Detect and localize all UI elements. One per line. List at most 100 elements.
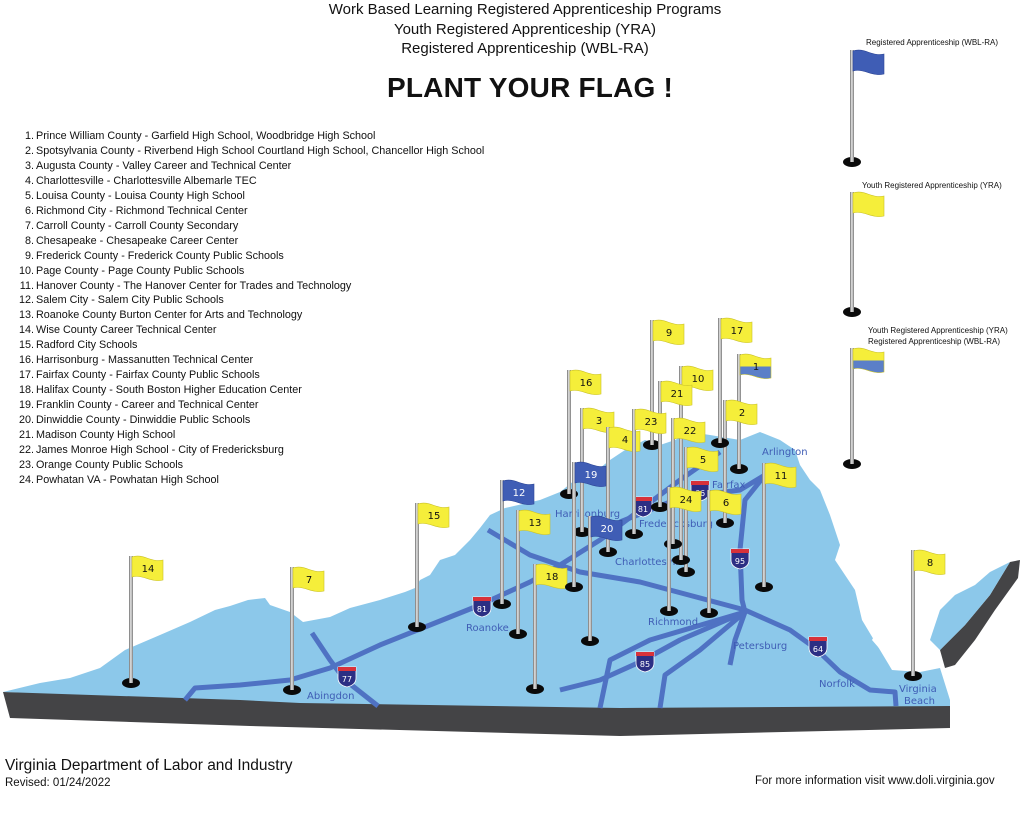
flag-number: 13 <box>529 518 542 529</box>
program-number: 10. <box>18 264 34 277</box>
program-number: 24. <box>18 473 34 486</box>
program-number: 11. <box>19 279 34 292</box>
program-text: Carroll County - Carroll County Secondar… <box>36 219 239 232</box>
program-list-item: 23. Orange County Public Schools <box>18 458 484 473</box>
flag-number: 19 <box>585 470 598 481</box>
program-list-item: 24. Powhatan VA - Powhatan High School <box>18 473 484 488</box>
flag-pole <box>632 409 636 534</box>
road-i77 <box>309 631 380 708</box>
program-number: 6. <box>24 204 34 217</box>
flag-number: 1 <box>753 362 759 373</box>
program-text: Halifax County - South Boston Higher Edu… <box>36 384 302 397</box>
program-number: 13. <box>18 309 34 322</box>
program-text: Wise County Career Technical Center <box>36 324 217 337</box>
city-label-charlottesville: Charlottesville <box>615 557 687 568</box>
program-number: 20. <box>18 414 34 427</box>
program-text: Dinwiddie County - Dinwiddie Public Scho… <box>36 414 251 427</box>
program-text: Roanoke County Burton Center for Arts an… <box>36 309 303 322</box>
program-list-item: 17. Fairfax County - Fairfax County Publi… <box>18 368 484 383</box>
title-line: Registered Apprenticeship (WBL-RA) <box>401 40 649 57</box>
flag-number: 3 <box>596 416 602 427</box>
program-list-item: 14. Wise County Career Technical Center <box>18 323 484 338</box>
program-list-item: 19. Franklin County - Career and Technica… <box>18 398 484 413</box>
flag-number: 15 <box>428 511 441 522</box>
flag-pole <box>671 418 675 544</box>
program-number: 16. <box>18 354 34 367</box>
flag-number: 7 <box>306 575 312 586</box>
flag-pole <box>500 480 504 604</box>
program-text: Louisa County - Louisa County High Schoo… <box>36 189 245 202</box>
flag-number: 8 <box>927 558 933 569</box>
flag-number: 17 <box>731 326 744 337</box>
title-line: Youth Registered Apprenticeship (YRA) <box>393 20 657 38</box>
program-number: 3. <box>24 159 34 172</box>
flag-cloth <box>634 408 667 434</box>
interstate-number: 81 <box>638 505 648 514</box>
city-label-fairfax: Fairfax <box>712 480 746 491</box>
city-label-norfolk: Norfolk <box>819 679 855 690</box>
program-number: 5. <box>24 189 34 202</box>
flag-cloth <box>686 446 719 472</box>
program-number: 1. <box>24 130 34 142</box>
flag-pole <box>415 503 419 627</box>
flag-marker-10: 10 <box>672 365 714 565</box>
flag-marker-23: 23 <box>625 408 667 539</box>
program-list-item: 9. Frederick County - Frederick County Pu… <box>18 249 484 264</box>
flag-marker-12: 12 <box>493 479 535 609</box>
flag-cloth <box>502 479 535 505</box>
flag-marker-2: 2 <box>716 399 758 528</box>
program-list-item: 1. Prince William County - Garfield High … <box>18 129 484 144</box>
footer-revised: Revised: 01/24/2022 <box>5 777 111 789</box>
program-list-item: 11. Hanover County - The Hanover Center f… <box>18 279 484 294</box>
flag-number: 20 <box>601 524 614 535</box>
flag-cloth <box>720 317 753 343</box>
interstate-shield-icon: 77 <box>337 666 357 688</box>
program-text: James Monroe High School - City of Frede… <box>36 444 284 457</box>
flag-number: 22 <box>684 426 697 437</box>
program-text: Orange County Public Schools <box>36 458 184 471</box>
city-label-virginia-beach-1: Virginia <box>899 684 937 695</box>
flag-marker-24: 24 <box>660 486 702 616</box>
program-number: 2. <box>24 144 34 157</box>
program-list-item: 22. James Monroe High School - City of Fr… <box>18 443 484 458</box>
legend-flag-wbl-ra <box>843 49 885 167</box>
headline: PLANT YOUR FLAG ! <box>387 72 673 103</box>
flag-pole <box>290 567 294 690</box>
program-list-item: 8. Chesapeake - Chesapeake Career Center <box>18 234 484 249</box>
flag-number: 21 <box>671 389 684 400</box>
flag-pole <box>658 381 662 507</box>
program-number: 17. <box>18 369 34 382</box>
program-list-item: 3. Augusta County - Valley Career and Tec… <box>18 159 484 174</box>
flag-cloth <box>673 417 706 443</box>
flag-marker-6: 6 <box>700 489 742 618</box>
flag-number: 10 <box>692 374 705 385</box>
flag-cloth <box>852 49 885 75</box>
program-text: Harrisonburg - Massanutten Technical Cen… <box>36 354 254 367</box>
flag-number: 4 <box>622 435 628 446</box>
program-list-item: 6. Richmond City - Richmond Technical Cen… <box>18 204 484 219</box>
program-list-item: 13. Roanoke County Burton Center for Arts… <box>18 308 484 323</box>
program-list: 1. Prince William County - Garfield High … <box>18 129 484 488</box>
chesapeake-bay <box>866 560 918 668</box>
flag-cloth <box>417 502 450 528</box>
flag-pole <box>567 370 571 494</box>
flag-number: 24 <box>680 495 693 506</box>
flag-cloth <box>574 461 607 487</box>
program-list-item: 10. Page County - Page County Public Scho… <box>18 264 484 279</box>
flag-number: 11 <box>775 471 788 482</box>
road-i64 <box>486 527 899 707</box>
flag-cloth <box>709 489 742 515</box>
flag-cloth <box>669 486 702 512</box>
legend-label-wbl-ra: Registered Apprenticeship (WBL-RA) <box>866 38 999 47</box>
interstate-shield-icon: 81 <box>633 496 653 518</box>
flag-number: 5 <box>700 455 706 466</box>
flag-pole <box>588 516 592 641</box>
title-line: Work Based Learning Registered Apprentic… <box>328 1 722 18</box>
interstate-number: 77 <box>342 675 352 684</box>
program-number: 15. <box>18 339 34 352</box>
road-us58 <box>657 610 747 709</box>
flag-cloth <box>764 462 797 488</box>
program-text: Powhatan VA - Powhatan High School <box>36 473 219 486</box>
program-text: Richmond City - Richmond Technical Cente… <box>36 204 248 217</box>
flag-cloth <box>292 566 325 592</box>
